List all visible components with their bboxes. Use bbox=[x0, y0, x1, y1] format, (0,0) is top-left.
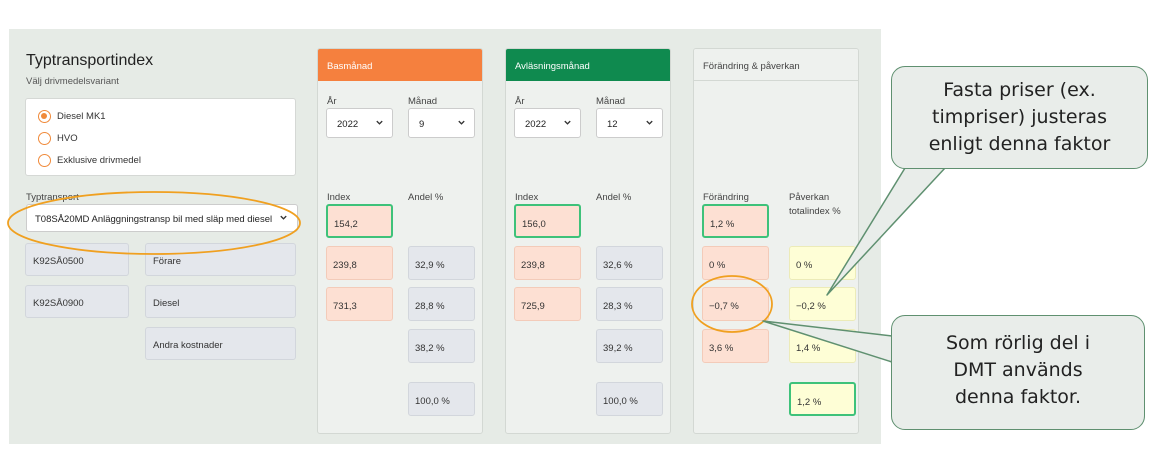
avl-month-select[interactable]: 12 bbox=[596, 108, 663, 138]
fuel-option-label: Diesel MK1 bbox=[57, 111, 106, 122]
page-title: Typtransportindex bbox=[26, 52, 154, 69]
avl-andel-value: 39,2 % bbox=[596, 329, 663, 363]
basmanad-header: Basmånad bbox=[318, 49, 482, 81]
bas-index-value: 731,3 bbox=[326, 287, 393, 321]
bas-month-value: 9 bbox=[419, 119, 425, 130]
bas-andel-value: 32,9 % bbox=[408, 246, 475, 280]
avl-month-value: 12 bbox=[607, 119, 618, 130]
row-code: K92SÅ0900 bbox=[25, 285, 129, 318]
avl-andel-total: 100,0 % bbox=[596, 382, 663, 416]
forandring-card: Förändring & påverkan Förändring Påverka… bbox=[693, 48, 859, 434]
chevron-down-icon bbox=[279, 213, 288, 222]
andel-label: Andel % bbox=[596, 192, 632, 203]
bas-andel-value: 28,8 % bbox=[408, 287, 475, 321]
typtransport-value: T08SÅ20MD Anläggningstransp bil med släp… bbox=[35, 214, 273, 225]
row-code: K92SÅ0500 bbox=[25, 243, 129, 276]
year-label: År bbox=[327, 96, 337, 107]
radio-checked-icon[interactable] bbox=[38, 110, 51, 123]
avl-year-value: 2022 bbox=[525, 119, 547, 130]
page-subtitle: Välj drivmedelsvariant bbox=[26, 76, 119, 87]
typtransport-select[interactable]: T08SÅ20MD Anläggningstransp bil med släp… bbox=[26, 204, 298, 232]
forandring-header: Förändring & påverkan bbox=[694, 49, 858, 81]
callout-line: denna faktor. bbox=[954, 386, 1082, 408]
callout-line: DMT används bbox=[953, 359, 1083, 381]
callout-line: Fasta priser (ex. bbox=[943, 79, 1096, 101]
row-name: Andra kostnader bbox=[145, 327, 296, 360]
bas-month-select[interactable]: 9 bbox=[408, 108, 475, 138]
bas-index-value: 239,8 bbox=[326, 246, 393, 280]
row-name: Förare bbox=[145, 243, 296, 276]
bas-andel-total: 100,0 % bbox=[408, 382, 475, 416]
index-label: Index bbox=[327, 192, 351, 203]
month-label: Månad bbox=[596, 96, 626, 107]
bas-andel-value: 38,2 % bbox=[408, 329, 475, 363]
chevron-down-icon bbox=[645, 118, 654, 127]
paverkan-value: 1,4 % bbox=[789, 329, 856, 363]
forandring-value: 3,6 % bbox=[702, 329, 769, 363]
fuel-option-exklusive[interactable]: Exklusive drivmedel bbox=[38, 154, 141, 167]
bas-year-select[interactable]: 2022 bbox=[326, 108, 393, 138]
year-label: År bbox=[515, 96, 525, 107]
forandring-value: 0 % bbox=[702, 246, 769, 280]
fuel-option-hvo[interactable]: HVO bbox=[38, 132, 78, 145]
callout-rorlig-del: Som rörlig del i DMT används denna fakto… bbox=[891, 315, 1145, 430]
avl-andel-value: 28,3 % bbox=[596, 287, 663, 321]
callout-line: Som rörlig del i bbox=[945, 332, 1091, 354]
avl-year-select[interactable]: 2022 bbox=[514, 108, 581, 138]
chevron-down-icon bbox=[457, 118, 466, 127]
fuel-radio-group: Diesel MK1 HVO Exklusive drivmedel bbox=[25, 98, 296, 176]
andel-label: Andel % bbox=[408, 192, 444, 203]
chevron-down-icon bbox=[563, 118, 572, 127]
callout-line: timpriser) justeras bbox=[932, 106, 1107, 128]
avl-andel-value: 32,6 % bbox=[596, 246, 663, 280]
callout-line: enligt denna faktor bbox=[928, 133, 1111, 155]
callout-fasta-priser: Fasta priser (ex. timpriser) justeras en… bbox=[891, 66, 1148, 169]
paverkan-total: 1,2 % bbox=[789, 382, 856, 416]
fuel-option-label: HVO bbox=[57, 133, 78, 144]
fuel-option-label: Exklusive drivmedel bbox=[57, 155, 141, 166]
radio-unchecked-icon[interactable] bbox=[38, 132, 51, 145]
chevron-down-icon bbox=[375, 118, 384, 127]
avlasningsmanad-header: Avläsningsmånad bbox=[506, 49, 670, 81]
paverkan-label-2: totalindex % bbox=[789, 206, 841, 217]
forandring-value: −0,7 % bbox=[702, 287, 769, 321]
paverkan-value: −0,2 % bbox=[789, 287, 856, 321]
avlasningsmanad-card: Avläsningsmånad År Månad 2022 12 Index A… bbox=[505, 48, 671, 434]
forandring-total: 1,2 % bbox=[702, 204, 769, 238]
fuel-option-diesel-mk1[interactable]: Diesel MK1 bbox=[38, 110, 106, 123]
avl-index-value: 725,9 bbox=[514, 287, 581, 321]
forandring-label: Förändring bbox=[703, 192, 749, 203]
bas-year-value: 2022 bbox=[337, 119, 359, 130]
row-name: Diesel bbox=[145, 285, 296, 318]
paverkan-label: Påverkan bbox=[789, 192, 830, 203]
month-label: Månad bbox=[408, 96, 438, 107]
avl-index-value: 239,8 bbox=[514, 246, 581, 280]
radio-unchecked-icon[interactable] bbox=[38, 154, 51, 167]
paverkan-value: 0 % bbox=[789, 246, 856, 280]
index-label: Index bbox=[515, 192, 539, 203]
basmanad-card: Basmånad År Månad 2022 9 Index Andel % 1… bbox=[317, 48, 483, 434]
bas-index-total: 154,2 bbox=[326, 204, 393, 238]
avl-index-total: 156,0 bbox=[514, 204, 581, 238]
typtransport-label: Typtransport bbox=[26, 192, 79, 203]
